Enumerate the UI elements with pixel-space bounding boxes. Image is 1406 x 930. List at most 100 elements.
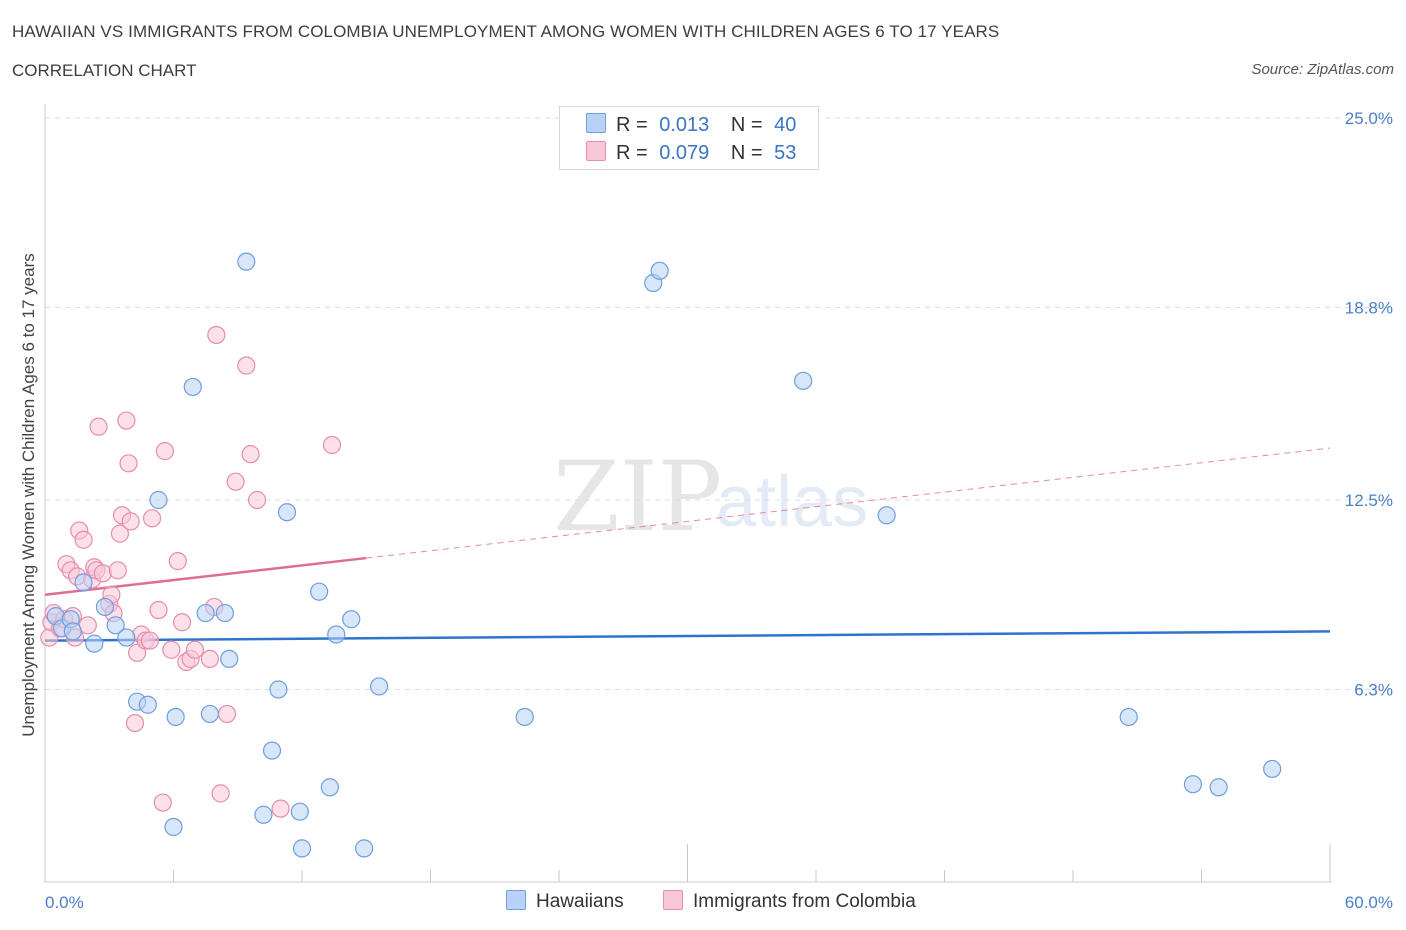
data-point-colombia xyxy=(211,784,230,803)
data-point-colombia xyxy=(89,417,108,436)
data-point-hawaiians xyxy=(327,625,346,644)
data-point-hawaiians xyxy=(63,622,82,641)
trend-lines xyxy=(44,447,1331,642)
y-axis-label: Unemployment Among Women with Children A… xyxy=(19,253,38,737)
watermark-atlas: atlas xyxy=(716,462,868,542)
y-tick-labels: 6.3% 12.5% 18.8% 25.0% xyxy=(1345,109,1393,699)
legend-label-hawaiians: Hawaiians xyxy=(536,891,624,912)
data-point-colombia xyxy=(226,472,245,491)
legend-item-hawaiians: Hawaiians xyxy=(506,890,624,913)
y-tick-label: 18.8% xyxy=(1345,298,1393,317)
legend-row-hawaiians: R = 0.013 N = 40 xyxy=(586,113,796,137)
data-point-colombia xyxy=(142,509,162,528)
data-point-colombia xyxy=(74,530,93,549)
data-point-colombia xyxy=(125,713,145,733)
data-point-hawaiians xyxy=(106,616,125,635)
data-point-colombia xyxy=(185,640,205,659)
data-point-colombia xyxy=(162,640,181,659)
data-point-hawaiians xyxy=(310,582,329,601)
data-point-colombia xyxy=(168,552,187,571)
data-point-hawaiians xyxy=(650,261,669,280)
data-point-hawaiians xyxy=(877,506,896,525)
legend-n-label: N = xyxy=(730,114,763,136)
legend-r-value: 0.013 xyxy=(659,114,710,136)
legend-r-label: R = xyxy=(616,142,648,164)
data-point-colombia xyxy=(121,512,140,531)
axes xyxy=(44,104,1332,883)
y-tick-label: 12.5% xyxy=(1345,491,1393,510)
data-point-colombia xyxy=(172,613,192,632)
gridlines xyxy=(45,117,1395,690)
data-point-hawaiians xyxy=(85,634,104,653)
data-point-hawaiians xyxy=(794,371,813,390)
x-tick-label: 0.0% xyxy=(45,893,84,912)
y-tick-label: 25.0% xyxy=(1345,109,1393,128)
data-point-hawaiians xyxy=(95,597,115,617)
watermark-zip: ZIP xyxy=(553,441,722,553)
data-point-hawaiians xyxy=(290,802,309,821)
data-point-colombia xyxy=(271,799,290,818)
data-point-colombia xyxy=(200,649,220,669)
data-point-hawaiians xyxy=(292,839,312,858)
data-point-colombia xyxy=(119,454,138,473)
data-point-hawaiians xyxy=(1209,778,1228,797)
trend-line-hawaiians xyxy=(44,630,1331,642)
data-point-hawaiians xyxy=(370,677,389,696)
y-tick-label: 6.3% xyxy=(1354,680,1393,699)
data-point-colombia xyxy=(207,325,226,345)
chart-subtitle: CORRELATION CHART xyxy=(12,61,197,80)
legend-swatch-hawaiians xyxy=(506,890,526,910)
data-point-colombia xyxy=(247,490,267,510)
legend-n-value: 53 xyxy=(774,142,797,164)
data-point-hawaiians xyxy=(269,680,288,699)
legend-r-label: R = xyxy=(616,114,648,136)
data-point-hawaiians xyxy=(277,503,297,522)
data-point-colombia xyxy=(149,600,168,620)
x-tick-labels: 0.0% 60.0% xyxy=(45,893,1393,912)
data-point-colombia xyxy=(108,561,127,580)
legend-swatch-colombia xyxy=(586,141,606,161)
data-point-hawaiians xyxy=(196,603,215,623)
data-point-hawaiians xyxy=(215,603,234,623)
stats-legend: R = 0.013 N = 40 R = 0.079 N = 53 xyxy=(559,106,819,170)
trend-line-colombia-extended xyxy=(366,447,1331,559)
data-point-hawaiians xyxy=(220,649,239,669)
data-point-colombia xyxy=(153,793,172,812)
data-point-hawaiians xyxy=(1183,775,1203,794)
data-point-colombia xyxy=(155,442,175,461)
source-credit: Source: ZipAtlas.com xyxy=(1251,61,1394,78)
data-point-colombia xyxy=(322,435,342,455)
data-point-colombia xyxy=(217,704,237,724)
data-point-hawaiians xyxy=(74,573,93,592)
data-point-hawaiians xyxy=(262,741,282,760)
legend-n-value: 40 xyxy=(774,114,797,136)
legend-row-colombia: R = 0.079 N = 53 xyxy=(586,141,796,165)
x-tick-label: 60.0% xyxy=(1345,893,1393,912)
data-point-hawaiians xyxy=(237,252,256,271)
data-point-colombia xyxy=(117,411,136,430)
chart-title: HAWAIIAN VS IMMIGRANTS FROM COLOMBIA UNE… xyxy=(12,22,1000,41)
data-point-colombia xyxy=(110,524,130,543)
data-point-hawaiians xyxy=(138,695,157,714)
data-point-hawaiians xyxy=(342,610,361,629)
trend-line-colombia xyxy=(44,556,367,596)
data-point-hawaiians xyxy=(149,490,168,510)
series-legend: Hawaiians Immigrants from Colombia xyxy=(0,890,1406,916)
data-point-hawaiians xyxy=(166,707,185,727)
data-points xyxy=(40,252,1282,858)
data-point-colombia xyxy=(237,356,256,375)
legend-n-label: N = xyxy=(730,142,763,164)
data-point-hawaiians xyxy=(320,778,339,797)
legend-swatch-hawaiians xyxy=(586,113,606,133)
data-point-colombia xyxy=(140,631,160,650)
legend-item-colombia: Immigrants from Colombia xyxy=(663,890,916,913)
data-point-hawaiians xyxy=(117,628,136,647)
data-point-hawaiians xyxy=(1119,707,1138,727)
data-point-hawaiians xyxy=(1263,759,1282,779)
data-point-hawaiians xyxy=(254,805,273,824)
legend-label-colombia: Immigrants from Colombia xyxy=(693,891,916,912)
data-point-hawaiians xyxy=(164,817,183,837)
data-point-hawaiians xyxy=(200,704,220,724)
legend-swatch-colombia xyxy=(663,890,683,910)
